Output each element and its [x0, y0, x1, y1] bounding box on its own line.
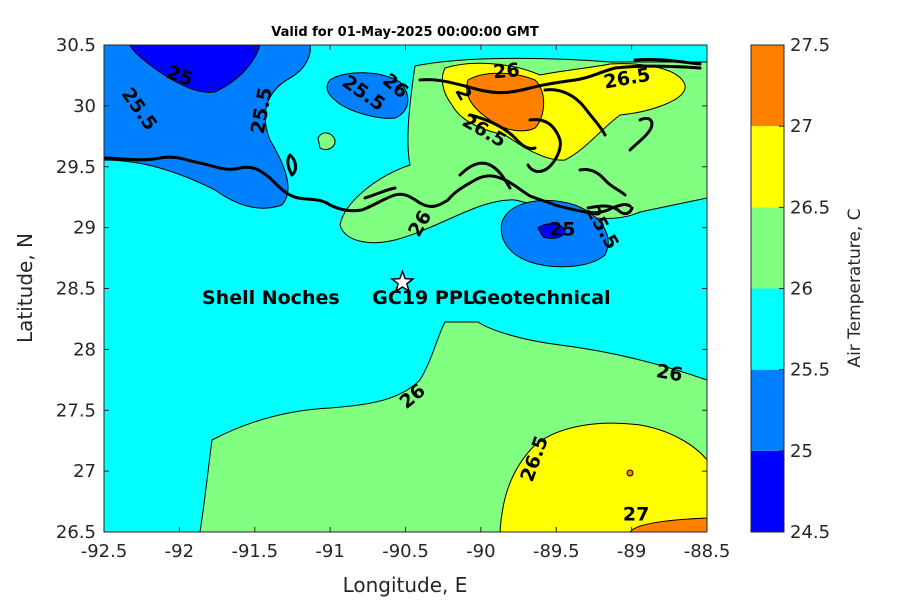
x-axis-label: Longitude, E [343, 573, 468, 597]
colorbar-tick-label: 26 [790, 279, 813, 300]
colorbar-swatch [751, 288, 784, 370]
colorbar-swatch [751, 369, 784, 451]
x-tick-label: -89.5 [533, 541, 580, 562]
contour-label: 27 [623, 503, 649, 525]
colorbar-tick-label: 27 [790, 116, 813, 137]
x-tick-label: -92 [165, 541, 194, 562]
y-tick-label: 27.5 [56, 400, 96, 421]
band-24-5-25-southeast [537, 223, 566, 239]
star-icon [389, 269, 415, 294]
site-label-code: GC19 PPL [372, 287, 475, 309]
colorbar-tick-label: 24.5 [790, 522, 830, 543]
coastline [104, 57, 702, 216]
x-tick-label: -89 [617, 541, 646, 562]
x-tick-label: -90 [466, 541, 495, 562]
band-26-islet [317, 132, 336, 151]
colorbar-swatch [751, 450, 784, 532]
x-tick-label: -88.5 [684, 541, 731, 562]
colorbar-swatch [751, 207, 784, 289]
site-label-name: Shell Noches [202, 287, 340, 309]
band-25-25-5-blob [326, 72, 409, 119]
contour-field [104, 45, 707, 532]
y-tick-label: 28.5 [56, 279, 96, 300]
band-25-25-5-northwest [104, 45, 311, 209]
y-tick-label: 28 [73, 339, 96, 360]
y-tick-label: 30 [73, 96, 96, 117]
band-27-27-5-north [466, 72, 545, 132]
colorbar-tick-label: 26.5 [790, 197, 830, 218]
colorbar: 24.5 25 25.5 26 26.5 27 27.5 [750, 35, 830, 543]
colorbar-label: Air Temperature, C [845, 208, 865, 367]
colorbar-swatch [751, 45, 784, 127]
band-26-5-27-south [499, 422, 707, 532]
x-tick-label: -92.5 [81, 541, 128, 562]
contour-label: 25 [549, 219, 575, 241]
band-27-dot [626, 469, 634, 477]
y-axis-label: Latitude, N [13, 233, 37, 343]
colorbar-tick-label: 25 [790, 441, 813, 462]
colorbar-swatch [751, 126, 784, 208]
y-tick-label: 29.5 [56, 157, 96, 178]
contour-label: 26 [492, 59, 520, 83]
y-tick-label: 29 [73, 218, 96, 239]
band-24-5-25-northwest [129, 45, 261, 93]
contour-label: 26 [654, 360, 684, 386]
site-label-type: Geotechnical [472, 287, 611, 309]
y-tick-label: 26.5 [56, 522, 96, 543]
site-annotation: Shell Noches GC19 PPL Geotechnical [202, 269, 611, 309]
y-tick-label: 30.5 [56, 35, 96, 56]
y-axis-ticks: 26.5 27 27.5 28 28.5 29 29.5 30 30.5 [56, 35, 707, 543]
y-tick-label: 27 [73, 461, 96, 482]
x-tick-label: -91 [315, 541, 344, 562]
x-tick-label: -91.5 [231, 541, 278, 562]
map-title: Valid for 01-May-2025 00:00:00 GMT [271, 25, 539, 40]
colorbar-tick-label: 27.5 [790, 35, 830, 56]
x-tick-label: -90.5 [382, 541, 429, 562]
colorbar-tick-label: 25.5 [790, 360, 830, 381]
x-axis-ticks: -92.5 -92 -91.5 -91 -90.5 -90 -89.5 -89 -88.5 [81, 45, 731, 562]
